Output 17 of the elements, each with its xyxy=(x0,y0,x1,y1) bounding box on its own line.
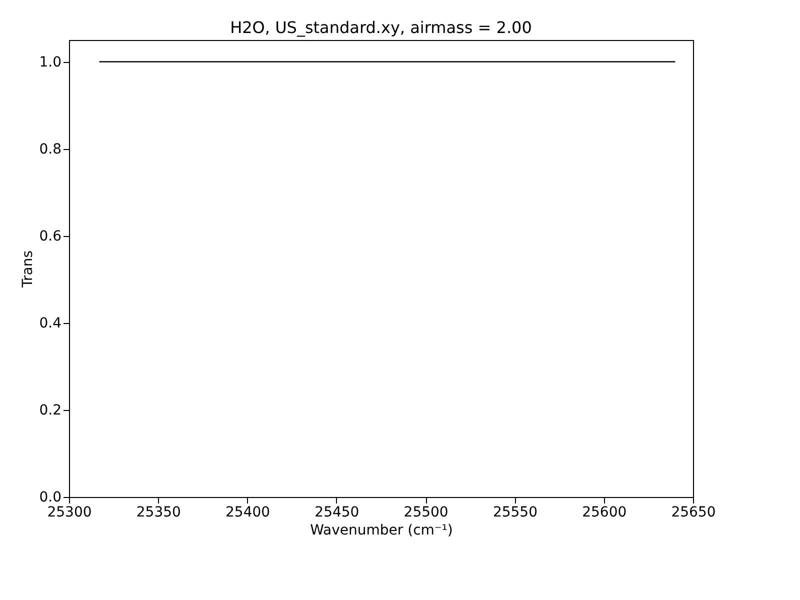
chart-title: H2O, US_standard.xy, airmass = 2.00 xyxy=(230,18,532,37)
y-tick-label: 0.0 xyxy=(39,490,62,506)
x-tick-label: 25500 xyxy=(404,504,448,520)
x-tick-label: 25450 xyxy=(314,504,360,520)
y-tick-label: 0.8 xyxy=(39,141,62,158)
y-tick-label: 0.2 xyxy=(39,402,62,418)
x-tick-label: 25400 xyxy=(226,504,270,520)
x-tick-label: 25350 xyxy=(136,504,181,520)
x-tick-label: 25650 xyxy=(671,504,716,520)
y-axis-title: Trans xyxy=(20,250,36,288)
x-tick-label: 25300 xyxy=(47,504,92,520)
x-tick-label: 25600 xyxy=(582,504,627,520)
y-tick-label: 1.0 xyxy=(39,54,62,70)
x-axis-title: Wavenumber (cm⁻¹) xyxy=(310,522,453,538)
y-tick-label: 0.4 xyxy=(39,315,62,332)
y-tick-label: 0.6 xyxy=(39,228,62,244)
x-tick-label: 25550 xyxy=(492,504,538,520)
